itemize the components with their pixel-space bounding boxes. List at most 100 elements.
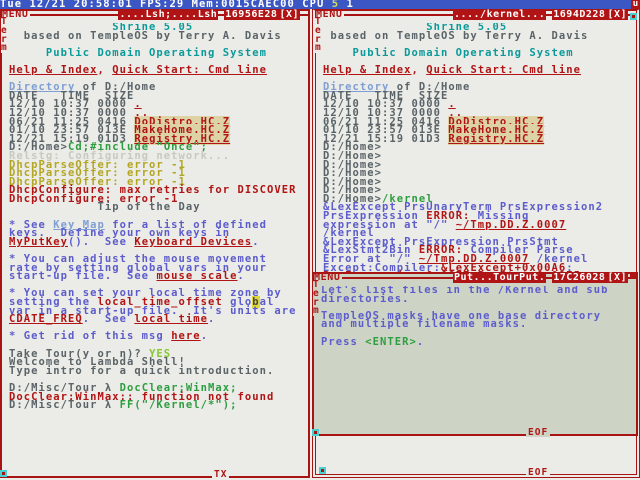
hyperlink[interactable]: Help & Index (9, 63, 98, 76)
text-segment: /kernel (529, 253, 589, 266)
status-corner-badge: u (631, 0, 640, 9)
close-button[interactable]: [X] (606, 272, 628, 283)
terminal-line: DATE TIME SIZE (323, 91, 634, 102)
hyperlink[interactable]: &LexExcept+0x00A6 (440, 261, 567, 274)
border-line (628, 277, 636, 279)
text-segment: FF("/Kernel/*"); (119, 399, 238, 412)
hyperlink[interactable]: here (171, 330, 201, 343)
window-title[interactable]: ..../kernel... (452, 9, 547, 20)
menu-button[interactable]: MENU (316, 9, 343, 20)
text-segment: ERROR: (418, 244, 464, 257)
resize-handle[interactable] (312, 429, 319, 436)
text-segment: D:/Misc/Tour λ (9, 399, 120, 412)
text-segment: PrsExpression (323, 210, 427, 223)
terminal-line: PrsExpression ERROR: Missing (323, 210, 634, 223)
border-line (546, 14, 553, 16)
text-segment: Cd;#include "Once"; (67, 141, 209, 154)
hyperlink[interactable]: ~/Tmp.DD.Z.0007 (455, 218, 567, 231)
text-segment: * You can adjust the mouse movement (9, 253, 268, 266)
hyperlink[interactable]: Quick Start: Cmd line (112, 63, 268, 76)
terminal-line: * See Key Map for a list of defined (9, 218, 306, 231)
text-segment: 12/10 10:37 0000 (323, 106, 449, 119)
text-segment: . (252, 235, 260, 248)
terminal-line: DhcpConfigure: error -1 (9, 194, 306, 205)
hyperlink[interactable]: Quick Start: Cmd line (426, 63, 582, 76)
window-title-bar[interactable]: MENU ....Lsh;....Lsh 16956E28 [X] (2, 10, 308, 20)
window-title-bar[interactable]: MENU ..../kernel... 1694D228 [X] (316, 10, 636, 20)
bottom-border-label: EOF (526, 427, 551, 438)
hyperlink[interactable]: MyPutKey (9, 235, 68, 248)
text-segment: /kernel (381, 192, 434, 205)
text-segment: DocClear;WinMax;: function not found (9, 390, 275, 403)
menu-button[interactable]: MENU (314, 272, 341, 283)
text-segment: TempleOS masks have one base directory (321, 309, 602, 322)
terminal-line: Directory of D:/Home (9, 81, 306, 94)
hyperlink[interactable]: . (448, 98, 456, 111)
text-segment: 06/21 11:25 0416 (323, 115, 449, 128)
text-segment: D:/Home> (323, 167, 382, 180)
hyperlink[interactable]: .. (134, 106, 150, 119)
resize-handle[interactable] (630, 13, 637, 20)
close-button[interactable]: [X] (606, 9, 628, 20)
hyperlink[interactable]: CDATE_FREQ (9, 313, 83, 326)
terminal-line: expression at "/" ~/Tmp.DD.Z.0007 (323, 218, 634, 231)
text-segment: DhcpParseOffer: error -1 (9, 175, 186, 188)
terminal-line: Let's list files in the /Kernel and sub (321, 286, 634, 295)
terminal-line: D:/Home> (323, 151, 634, 162)
text-segment: DATE TIME SIZE (9, 89, 135, 102)
hyperlink[interactable]: Directory (323, 81, 390, 94)
terminal-line: 12/21 15:19 01D3 Registry.HC.Z (323, 132, 634, 145)
terminal-line: keys. Define your own keys in (9, 228, 306, 239)
terminal-line: Help & Index, Quick Start: Cmd line (323, 63, 634, 76)
terminal-line: Shrine 5.05 (9, 23, 306, 32)
hyperlink[interactable]: Keyboard Devices (134, 235, 253, 248)
window-address: 16956E28 (224, 9, 279, 20)
hyperlink[interactable]: mouse scale (156, 270, 238, 283)
text-segment: Shrine 5.05 (323, 23, 508, 33)
text-segment: . (200, 330, 209, 343)
text-segment: of D:/Home (75, 81, 157, 94)
status-text: Tue 12/21 20:58:01 FPS:29 Mem:0015CAEC00… (0, 0, 332, 9)
hyperlink[interactable]: . (134, 98, 142, 111)
window-title[interactable]: Put...TourPut. (452, 272, 547, 283)
text-segment: DhcpParseOffer: error -1 (9, 167, 186, 180)
text-segment: ERROR: (426, 210, 471, 223)
window-title[interactable]: ....Lsh;....Lsh (118, 9, 219, 20)
text-segment: D:/Home> (323, 158, 382, 171)
terminal-line: DhcpParseOffer: error -1 (9, 175, 306, 188)
terminal-line: Error at "/" ~/Tmp.DD.Z.0007 /kernel (323, 253, 634, 266)
terminal-line: Directory of D:/Home (323, 81, 634, 94)
hyperlink[interactable]: Key Map (53, 218, 105, 231)
resize-handle[interactable] (630, 272, 636, 278)
border-line (342, 277, 453, 279)
terminal-line: &LexExcept PrsUnaryTerm PrsExpression2 (323, 202, 634, 213)
hyperlink[interactable]: Registry.HC.Z (134, 132, 231, 145)
hyperlink[interactable]: .. (448, 106, 464, 119)
text-segment: 01/10 23:57 013E (323, 124, 449, 137)
text-segment: D:/Home> (323, 175, 382, 188)
terminal-line: D:/Misc/Tour λ FF("/Kernel/*"); (9, 399, 306, 412)
text-segment: Shrine 5.05 (9, 23, 194, 33)
menu-button[interactable]: MENU (2, 9, 29, 20)
resize-handle[interactable] (319, 467, 326, 474)
text-segment: and multiple filename masks. (321, 318, 528, 331)
hyperlink[interactable]: Registry.HC.Z (448, 132, 545, 145)
resize-handle[interactable] (0, 470, 7, 477)
terminal-line: DhcpParseOffer: error -1 (9, 167, 306, 180)
text-segment: rate by setting global vars in your (9, 261, 268, 274)
terminal-line: Tip of the Day (9, 202, 306, 213)
hyperlink[interactable]: ~/Tmp.DD.Z.0007 (418, 253, 530, 266)
window-address: 1694D228 (552, 9, 607, 20)
hyperlink[interactable]: local time (134, 313, 209, 326)
text-segment: Press (321, 335, 366, 348)
close-button[interactable]: [X] (278, 9, 300, 20)
terminal-line: 12/21 15:19 01D3 Registry.HC.Z (9, 132, 306, 145)
text-segment: * Get rid of this msg (9, 330, 172, 343)
hyperlink[interactable]: Directory (9, 81, 76, 94)
window-title-bar[interactable]: MENU Put...TourPut. 17C26028 [X] (314, 273, 636, 283)
text-segment: , (411, 63, 427, 76)
hyperlink[interactable]: Help & Index (323, 63, 412, 76)
text-segment: Error at "/" (323, 253, 419, 266)
